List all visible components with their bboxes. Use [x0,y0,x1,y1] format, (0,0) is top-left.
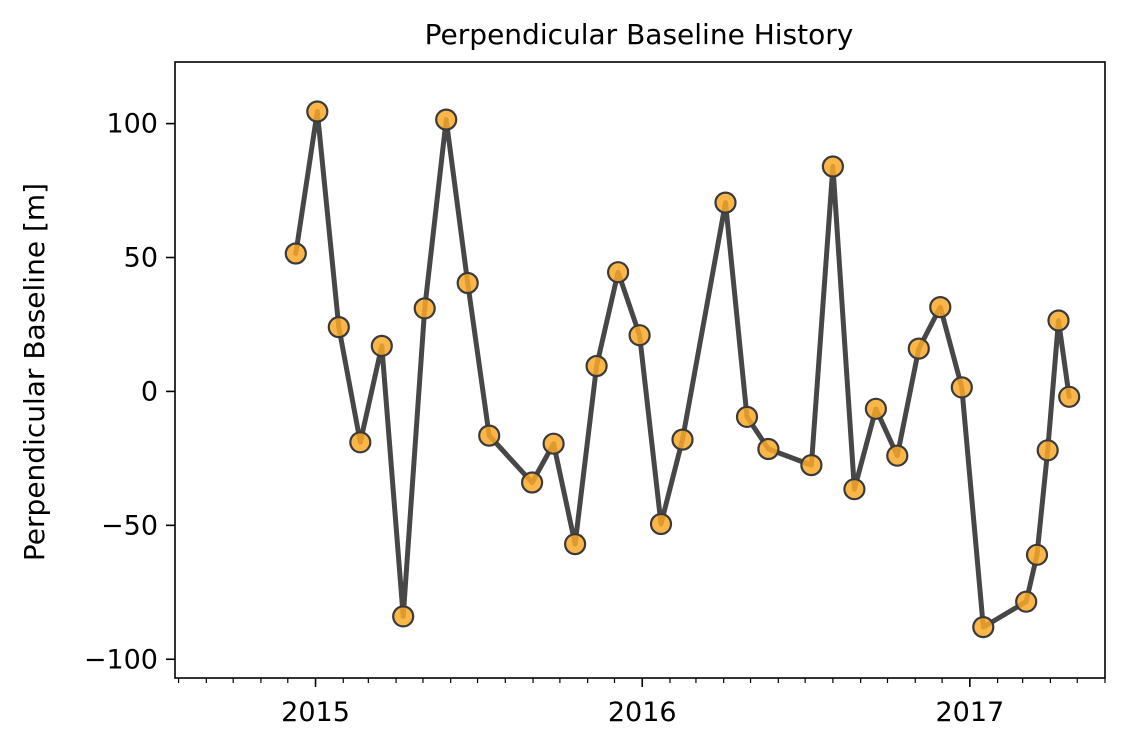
data-point [1058,385,1081,408]
data-point [585,354,608,378]
data-point [800,454,823,477]
data-point [843,478,866,501]
data-point [606,261,630,284]
data-point [1036,439,1059,462]
data-point [972,615,995,639]
data-point [542,432,565,455]
data-point [735,405,759,428]
y-axis-label: Perpendicular Baseline [m] [18,183,51,561]
data-point [1025,543,1049,566]
data-point [563,532,587,556]
data-point [907,337,930,360]
x-tick-label: 2016 [608,697,677,728]
y-tick-label: −50 [101,510,158,541]
data-point [520,471,544,494]
y-tick-label: −100 [84,644,158,675]
x-tick-label: 2017 [935,697,1004,728]
data-point [370,334,393,357]
series-perpendicular-baseline [284,100,1081,639]
data-point [864,397,888,420]
chart-title: Perpendicular Baseline History [425,18,854,51]
y-tick-label: 0 [141,376,158,407]
data-point [628,324,651,347]
plot-frame [174,61,1106,679]
y-tick-label: 100 [106,109,158,140]
data-point [413,297,436,320]
data-point [714,191,737,214]
data-point [757,437,780,461]
data-point [392,605,415,628]
data-point [1015,590,1038,613]
data-point [929,296,952,319]
series-line [293,109,1072,630]
data-point [886,444,909,467]
data-point [284,242,307,265]
data-point [950,376,973,399]
data-point [1047,309,1070,332]
data-point [821,155,845,178]
axis-ticks: 100 50 0 −50 −100 2015 2016 2017 [84,109,1106,728]
data-point [671,428,694,451]
data-point [478,424,501,447]
data-point [327,316,350,339]
data-point [649,512,673,536]
x-tick-label: 2015 [281,697,350,728]
y-tick-label: 50 [124,243,158,274]
data-point [349,431,372,454]
data-point [435,108,458,131]
data-point [306,100,329,123]
data-point [456,271,479,295]
